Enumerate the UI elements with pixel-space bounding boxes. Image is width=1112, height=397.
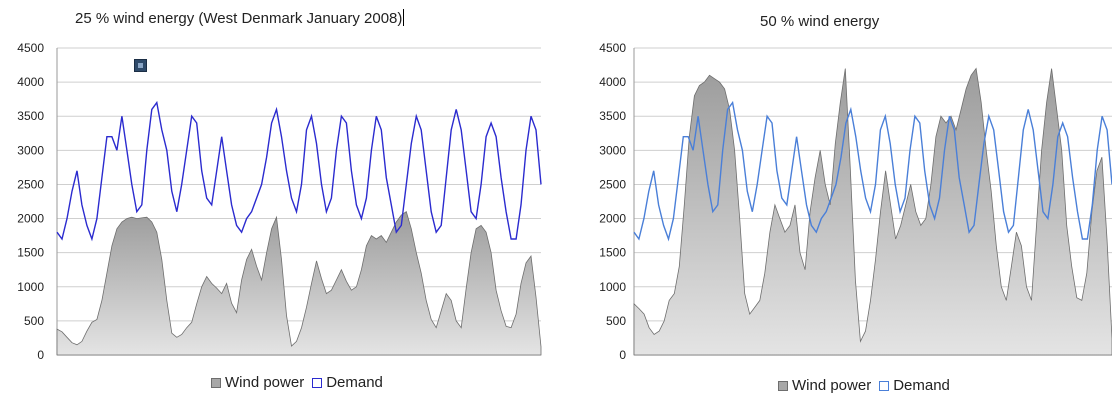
y-tick-label: 3500 [599, 109, 626, 123]
chart-right: 0 500 1000 1500 2000 2500 3000 3500 4000 4500 [599, 41, 1112, 362]
y-tick-label: 0 [37, 348, 44, 362]
y-tick-label: 1000 [17, 280, 44, 294]
y-tick-label: 4500 [599, 41, 626, 55]
wind-swatch-icon [211, 377, 221, 388]
wind-swatch-icon [778, 380, 788, 391]
legend-label-demand: Demand [893, 377, 950, 394]
y-tick-label: 500 [24, 314, 44, 328]
y-tick-label: 4500 [17, 41, 44, 55]
demand-swatch-icon [879, 380, 890, 391]
y-tick-label: 3000 [17, 143, 44, 157]
y-tick-label: 1500 [599, 246, 626, 260]
legend-item-demand: Demand [312, 374, 383, 391]
legend-label-wind: Wind power [225, 374, 305, 391]
legend-label-wind: Wind power [792, 377, 872, 394]
legend-left: Wind power Demand [211, 374, 391, 391]
y-tick-label: 2000 [599, 212, 626, 226]
demand-swatch-icon [312, 377, 323, 388]
legend-item-wind: Wind power [778, 377, 871, 394]
legend-item-demand: Demand [879, 377, 950, 394]
y-tick-label: 1000 [599, 280, 626, 294]
legend-right: Wind power Demand [778, 377, 958, 394]
chart-title-right: 50 % wind energy [760, 13, 880, 30]
y-tick-label: 1500 [17, 246, 44, 260]
series-wind-power-area [633, 67, 1112, 356]
y-tick-label: 500 [606, 314, 626, 328]
y-tick-label: 2000 [17, 212, 44, 226]
y-tick-label: 2500 [17, 177, 44, 191]
y-tick-label: 4000 [17, 75, 44, 89]
y-tick-label: 0 [619, 348, 626, 362]
legend-label-demand: Demand [326, 374, 383, 391]
legend-item-wind: Wind power [211, 374, 304, 391]
series-demand-line [633, 100, 1112, 242]
y-tick-label: 3500 [17, 109, 44, 123]
series-wind-power-area [56, 211, 542, 356]
series-demand-line [56, 100, 542, 242]
chart-title-left: 25 % wind energy (West Denmark January 2… [75, 9, 405, 27]
y-tick-label: 4000 [599, 75, 626, 89]
text-cursor [403, 9, 405, 26]
y-tick-label: 2500 [599, 177, 626, 191]
y-tick-label: 3000 [599, 143, 626, 157]
selection-handle-icon[interactable] [134, 59, 147, 72]
chart-left: 0 500 1000 1500 2000 2500 3000 3500 4000 4500 [17, 41, 542, 362]
